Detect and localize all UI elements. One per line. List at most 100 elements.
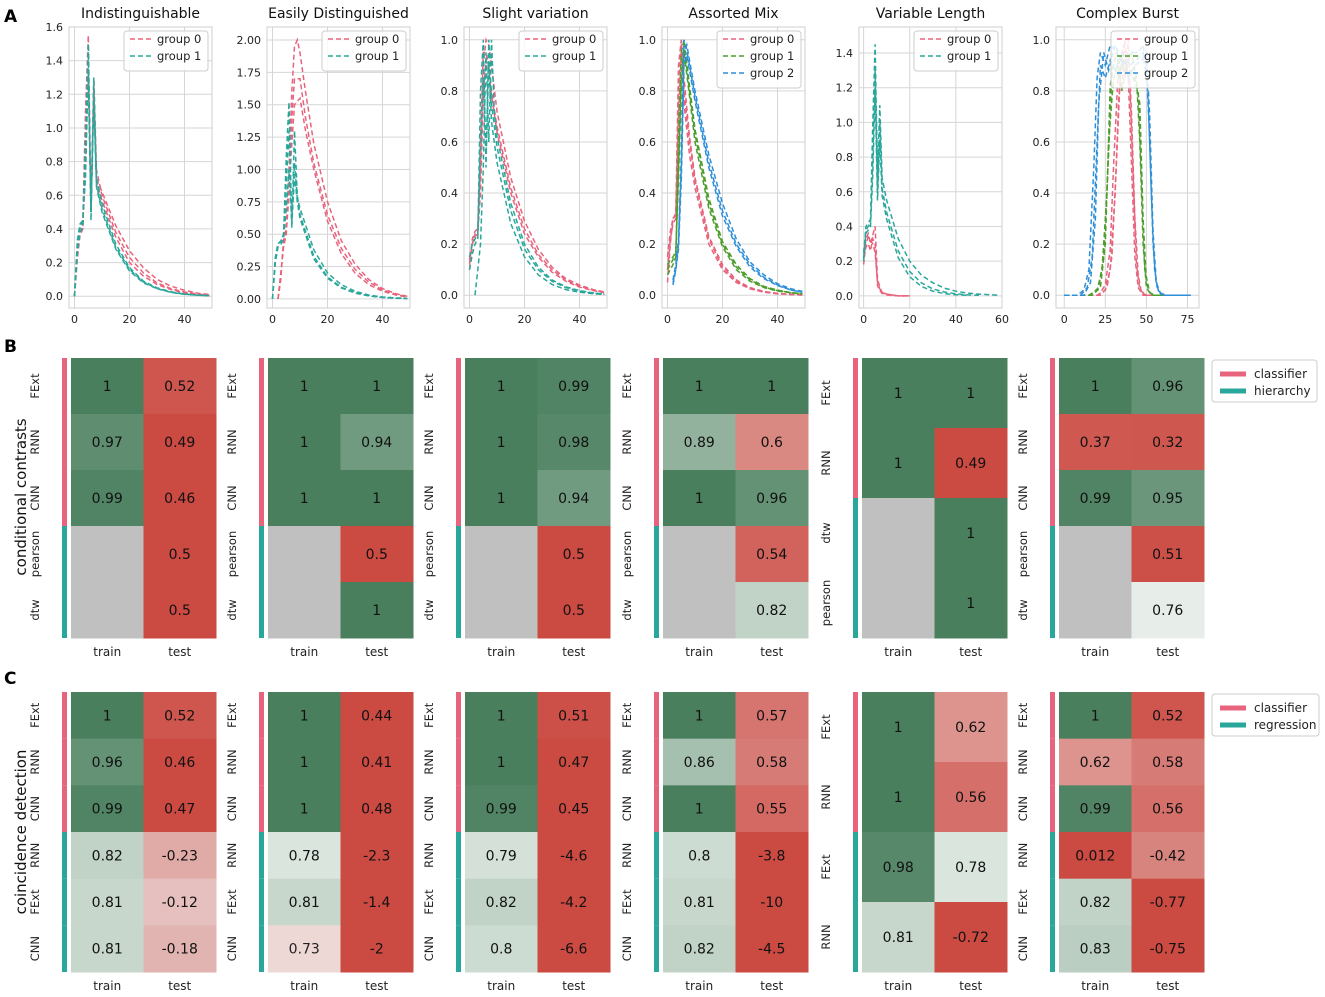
heatmap-value: 0.46	[164, 491, 195, 507]
heatmap-cell	[862, 428, 935, 499]
x-tick-label: 40	[178, 313, 192, 326]
y-tick-label: 0.75	[237, 196, 262, 209]
y-tick-label: 0.0	[836, 290, 854, 303]
heatmap-value: 1	[894, 790, 903, 806]
heatmap-value: -1.4	[363, 895, 390, 911]
heatmap-value: 0.57	[756, 708, 787, 724]
heatmap-value: 1	[497, 755, 506, 771]
group-bar-hierarchy	[259, 582, 264, 638]
row-label: dtw	[225, 599, 239, 620]
heatmap-b-1: FExt 1 0.52 RNN 0.97 0.49 CNN 0.99 0.46 pearson 0.…	[28, 358, 217, 659]
heatmap-cell	[268, 470, 341, 527]
heatmap-cell	[465, 738, 538, 786]
line-chart-5: 0 20 40 60 0.0 0.2 0.4 0.6 0.8 1.0 1.2 1.4 Variable …	[836, 6, 1010, 326]
heatmap-value: 1	[103, 708, 112, 724]
panel-letter-b: B	[4, 337, 17, 357]
row-label: RNN	[225, 749, 239, 774]
row-label: RNN	[620, 843, 634, 868]
heatmap-value: 0.99	[1080, 491, 1111, 507]
heatmap-value: 0.54	[756, 547, 787, 563]
column-label: test	[365, 645, 388, 659]
heatmap-value: 0.62	[1080, 755, 1111, 771]
column-label: train	[487, 645, 515, 659]
heatmap-cell	[71, 785, 144, 833]
heatmap-cell	[71, 692, 144, 740]
heatmap-cell	[465, 925, 538, 973]
heatmap-value: 1	[966, 386, 975, 402]
y-tick-label: 0.2	[639, 238, 657, 251]
heatmap-value: 0.51	[1152, 547, 1183, 563]
chart-title: Assorted Mix	[688, 6, 778, 22]
heatmap-cell	[465, 414, 538, 471]
y-tick-label: 0.8	[1033, 85, 1051, 98]
x-tick-label: 50	[1139, 313, 1153, 326]
x-tick-label: 20	[716, 313, 730, 326]
heatmap-cell	[465, 470, 538, 527]
row-label: FExt	[225, 702, 239, 728]
heatmap-cell	[663, 832, 736, 880]
group-bar-classifier	[259, 692, 264, 739]
plot-frame	[68, 26, 213, 309]
heatmap-value: -0.72	[953, 930, 989, 946]
group-bar-regression	[259, 925, 264, 972]
heatmap-cell	[663, 470, 736, 527]
heatmap-cell	[862, 762, 935, 833]
heatmap-cell	[735, 470, 809, 527]
group-bar-hierarchy	[62, 582, 67, 638]
heatmap-value: 0.5	[169, 603, 191, 619]
plot-frame	[858, 26, 1003, 309]
row-label: CNN	[1016, 936, 1030, 961]
y-tick-label: 1.00	[237, 163, 262, 176]
heatmap-value: 1	[767, 379, 776, 395]
heatmap-value: -0.23	[162, 848, 198, 864]
group-bar-classifier	[1050, 470, 1055, 526]
heatmap-cell	[537, 526, 611, 583]
heatmap-value: 0.82	[684, 942, 715, 958]
group-bar-classifier	[62, 738, 67, 786]
heatmap-cell	[862, 498, 935, 569]
group-bar-classifier	[259, 470, 264, 526]
heatmap-cell	[862, 568, 935, 639]
x-tick-label: 0	[664, 313, 671, 326]
heatmap-cell	[934, 832, 1008, 903]
group-bar-hierarchy	[456, 526, 461, 582]
legend-label: group 1	[552, 49, 596, 63]
series-line-group-0	[862, 236, 910, 297]
heatmap-value: -3.8	[758, 848, 785, 864]
series-line-group-0	[277, 37, 408, 300]
heatmap-value: 0.62	[955, 720, 986, 736]
chart-title: Slight variation	[482, 6, 588, 22]
x-tick-label: 0	[1061, 313, 1068, 326]
row-label: CNN	[422, 485, 436, 510]
plot-frame	[661, 26, 806, 309]
heatmap-value: 0.47	[558, 755, 589, 771]
y-tick-label: 1.4	[46, 55, 64, 68]
legend-label: group 2	[1144, 66, 1188, 80]
heatmap-value: 0.96	[1152, 379, 1183, 395]
group-bar-regression	[259, 832, 264, 879]
row-label: FExt	[819, 714, 833, 740]
heatmap-cell	[465, 582, 538, 639]
line-chart-3: 0 20 40 0.0 0.2 0.4 0.6 0.8 1.0 Slight variation g…	[441, 6, 608, 326]
heatmap-value: -0.12	[162, 895, 198, 911]
heatmap-value: 1	[103, 379, 112, 395]
group-bar-classifier	[1050, 358, 1055, 414]
series-line-group-1	[862, 87, 968, 297]
group-bar-hierarchy	[62, 526, 67, 582]
heatmap-value: 0.81	[92, 942, 123, 958]
legend-c-label-regression: regression	[1254, 718, 1317, 732]
row-label: CNN	[620, 485, 634, 510]
legend-label: group 1	[750, 49, 794, 63]
heatmap-value: 0.81	[684, 895, 715, 911]
group-bar-classifier	[456, 785, 461, 832]
y-tick-label: 0.2	[441, 238, 459, 251]
row-label: RNN	[422, 749, 436, 774]
heatmap-value: 0.78	[955, 860, 986, 876]
heatmap-value: 0.89	[684, 435, 715, 451]
heatmap-cell	[340, 832, 414, 880]
heatmap-cell	[71, 414, 144, 471]
heatmap-value: 0.44	[361, 708, 392, 724]
row-label: FExt	[620, 889, 634, 915]
heatmap-cell	[465, 526, 538, 583]
group-bar-classifier	[62, 692, 67, 739]
